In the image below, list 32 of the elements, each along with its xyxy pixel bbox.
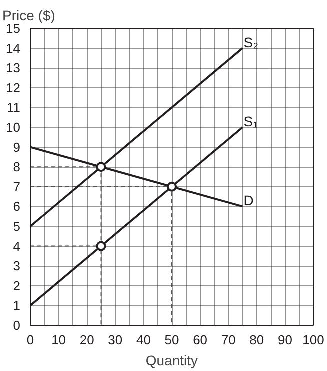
y-tick-label: 13 (6, 60, 21, 76)
y-axis-title: Price ($) (2, 8, 56, 24)
series-label: D (244, 192, 254, 209)
x-tick-label: 20 (80, 332, 94, 348)
y-tick-label: 0 (13, 318, 21, 333)
series-label: S₁ (244, 114, 258, 130)
x-tick-label: 100 (302, 332, 324, 348)
y-tick-label: 5 (13, 219, 21, 234)
y-tick-label: 4 (13, 238, 21, 254)
y-tick-label: 12 (6, 80, 21, 96)
y-tick-label: 14 (6, 40, 21, 56)
x-tick-label: 0 (26, 332, 34, 348)
y-tick-label: 9 (13, 140, 21, 155)
y-tick-label: 15 (6, 21, 21, 36)
x-tick-label: 60 (193, 332, 208, 348)
series-label: S₂ (244, 34, 259, 50)
x-tick-label: 40 (136, 332, 151, 348)
y-tick-label: 1 (13, 298, 21, 314)
y-tick-label: 3 (13, 258, 21, 274)
x-axis-title: Quantity (146, 352, 198, 368)
x-tick-label: 10 (52, 332, 66, 348)
y-tick-label: 2 (13, 278, 21, 294)
y-tick-label: 6 (13, 199, 21, 214)
y-tick-label: 10 (6, 120, 21, 135)
y-tick-label: 7 (13, 179, 21, 194)
x-tick-label: 80 (250, 332, 264, 348)
y-tick-label: 8 (13, 160, 21, 175)
x-tick-label: 70 (221, 332, 236, 348)
x-tick-label: 50 (164, 332, 180, 348)
x-tick-label: 30 (108, 332, 123, 348)
x-tick-label: 90 (278, 332, 292, 348)
y-tick-label: 11 (7, 100, 21, 116)
